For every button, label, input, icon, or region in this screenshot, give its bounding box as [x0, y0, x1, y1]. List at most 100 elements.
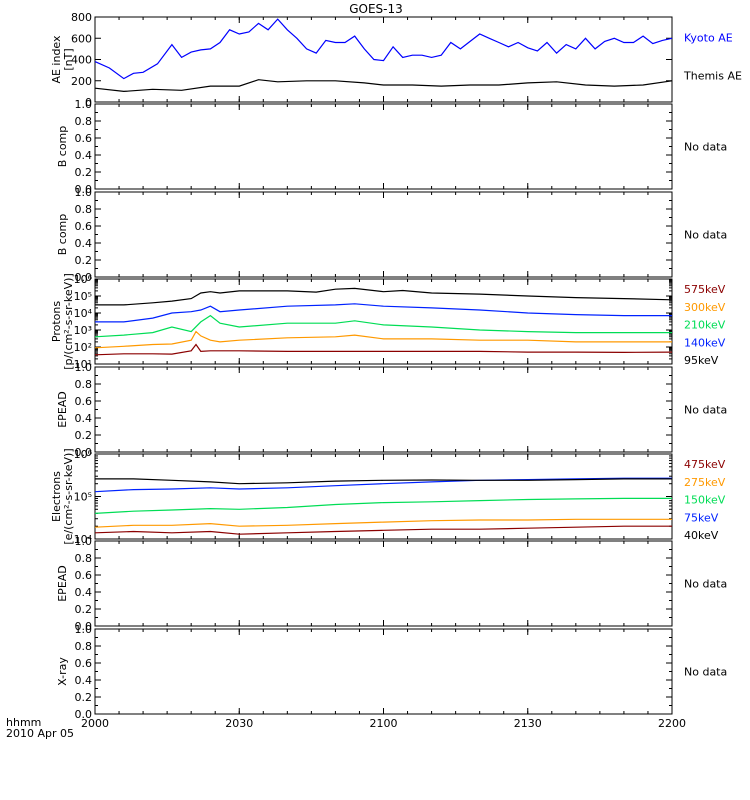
y-tick-label: 10¹	[74, 358, 92, 371]
y-tick-label: 0.4	[75, 674, 93, 687]
y-tick-label: 10³	[74, 324, 92, 337]
panel-bcomp1: 0.0 0.2 0.4 0.6 0.8 1.0 B comp No data	[56, 98, 727, 196]
y-tick-label: 0.8	[75, 378, 93, 391]
series-line-40kev	[95, 478, 672, 485]
series-line-475kev	[94, 525, 672, 535]
panel-frame	[94, 540, 673, 627]
legend-label: 300keV	[684, 301, 726, 314]
y-tick-label: 0.6	[75, 569, 93, 582]
y-axis-label: EPEAD	[56, 565, 69, 602]
series-line-themis-ae	[94, 79, 673, 93]
y-tick-label: 0.8	[75, 115, 93, 128]
panel-xray: 0.0 0.2 0.4 0.6 0.8 1.0 X-ray No data	[56, 623, 727, 721]
panel-electrons: 10⁴ 10⁵ 10⁶ Electrons [e/(cm²-s-sr-keV)] 475k…	[50, 448, 726, 546]
panel-bcomp2: 0.0 0.2 0.4 0.6 0.8 1.0 B comp No data	[56, 186, 727, 284]
y-tick-label: 10⁶	[74, 273, 93, 286]
legend-label: 475keV	[684, 458, 726, 471]
panel-frame	[94, 191, 673, 278]
panel-epead1: 0.0 0.2 0.4 0.6 0.8 1.0 EPEAD No data	[56, 361, 727, 459]
y-tick-label: 400	[71, 54, 92, 67]
y-tick-label: 0.4	[75, 586, 93, 599]
no-data-label: No data	[684, 141, 727, 154]
y-tick-label: 0.8	[75, 640, 93, 653]
y-tick-label: 0.6	[75, 395, 93, 408]
y-tick-label: 10⁴	[74, 307, 93, 320]
y-axis-label: X-ray	[56, 657, 69, 686]
y-axis-label: [e/(cm²-s-sr-keV)]	[62, 448, 75, 544]
y-tick-label: 10⁵	[74, 290, 92, 303]
series-line-75kev	[94, 477, 672, 493]
panel-frame	[94, 103, 673, 190]
legend-label: 150keV	[684, 494, 726, 507]
legend-label: 575keV	[684, 283, 726, 296]
x-tick-label: 2100	[370, 717, 398, 730]
y-tick-label: 800	[71, 11, 92, 24]
y-tick-label: 0.0	[75, 708, 93, 721]
series-line-300kev	[94, 330, 672, 349]
y-tick-label: 0.2	[75, 429, 93, 442]
y-tick-label: 0.4	[75, 237, 93, 250]
y-axis-label: [p/(cm²-s-sr-keV)]	[62, 273, 75, 370]
y-tick-label: 1.0	[75, 623, 93, 636]
legend-label: 40keV	[684, 529, 719, 542]
series-line-210kev	[94, 314, 672, 338]
no-data-label: No data	[684, 229, 727, 242]
panel-frame	[94, 453, 673, 540]
y-tick-label: 10⁵	[74, 491, 92, 504]
y-tick-label: 0.4	[75, 412, 93, 425]
y-tick-label: 0.4	[75, 149, 93, 162]
series-line-150kev	[94, 497, 672, 514]
y-tick-label: 1.0	[75, 535, 93, 548]
panel-frame	[94, 16, 673, 103]
legend-label: 75keV	[684, 511, 719, 524]
y-tick-label: 10⁶	[74, 448, 93, 461]
series-line-140kev	[95, 303, 672, 323]
x-axis: 2000 2030 2100 2130 2200	[81, 717, 686, 730]
y-tick-label: 0.8	[75, 552, 93, 565]
y-tick-label: 0.2	[75, 603, 93, 616]
x-tick-label: 2130	[514, 717, 542, 730]
y-tick-label: 0.6	[75, 657, 93, 670]
panel-protons: 10¹ 10² 10³ 10⁴ 10⁵ 10⁶ Protons [p/(cm²-s-sr-ke…	[50, 273, 726, 371]
legend-label: 140keV	[684, 336, 726, 349]
x-axis-date-label: 2010 Apr 05	[6, 727, 74, 740]
y-tick-label: 0.0	[75, 271, 93, 284]
panel-epead2: 0.0 0.2 0.4 0.6 0.8 1.0 EPEAD No data	[56, 535, 727, 633]
series-line-kyoto-ae	[94, 18, 673, 80]
y-axis-label: Protons	[50, 301, 63, 342]
y-tick-label: 10²	[74, 341, 92, 354]
y-tick-label: 0.6	[75, 220, 93, 233]
y-tick-label: 0.0	[75, 183, 93, 196]
panel-frame	[94, 628, 673, 715]
y-axis-label: [nT]	[62, 48, 75, 70]
panels: 0 200 400 600 800 AE index [nT] Kyoto AE Themis …	[50, 11, 742, 721]
y-axis-label: AE index	[50, 35, 63, 84]
legend-label: 95keV	[684, 354, 719, 367]
y-tick-label: 0	[85, 96, 92, 109]
series-line-575kev	[94, 343, 673, 356]
y-tick-label: 1.0	[75, 186, 93, 199]
y-tick-label: 0.0	[75, 620, 93, 633]
y-tick-label: 0.2	[75, 254, 93, 267]
y-tick-label: 0.2	[75, 166, 93, 179]
y-axis-label: B comp	[56, 126, 69, 168]
panel-ae: 0 200 400 600 800 AE index [nT] Kyoto AE Themis …	[50, 11, 742, 109]
y-tick-label: 0.2	[75, 691, 93, 704]
panel-frame	[94, 366, 673, 453]
no-data-label: No data	[684, 578, 727, 591]
no-data-label: No data	[684, 404, 727, 417]
series-line-95kev	[95, 287, 673, 306]
x-tick-label: 2000	[81, 717, 109, 730]
y-axis-label: B comp	[56, 214, 69, 256]
y-tick-label: 0.6	[75, 132, 93, 145]
y-tick-label: 1.0	[75, 98, 93, 111]
y-tick-label: 0.0	[75, 446, 93, 459]
legend-label: 275keV	[684, 476, 726, 489]
y-axis-label: Electrons	[50, 471, 63, 522]
y-tick-label: 1.0	[75, 361, 93, 374]
figure-title: GOES-13	[349, 2, 403, 16]
legend-label: 210keV	[684, 319, 726, 332]
legend-label: Kyoto AE	[684, 32, 733, 45]
series-line-275kev	[94, 518, 672, 528]
